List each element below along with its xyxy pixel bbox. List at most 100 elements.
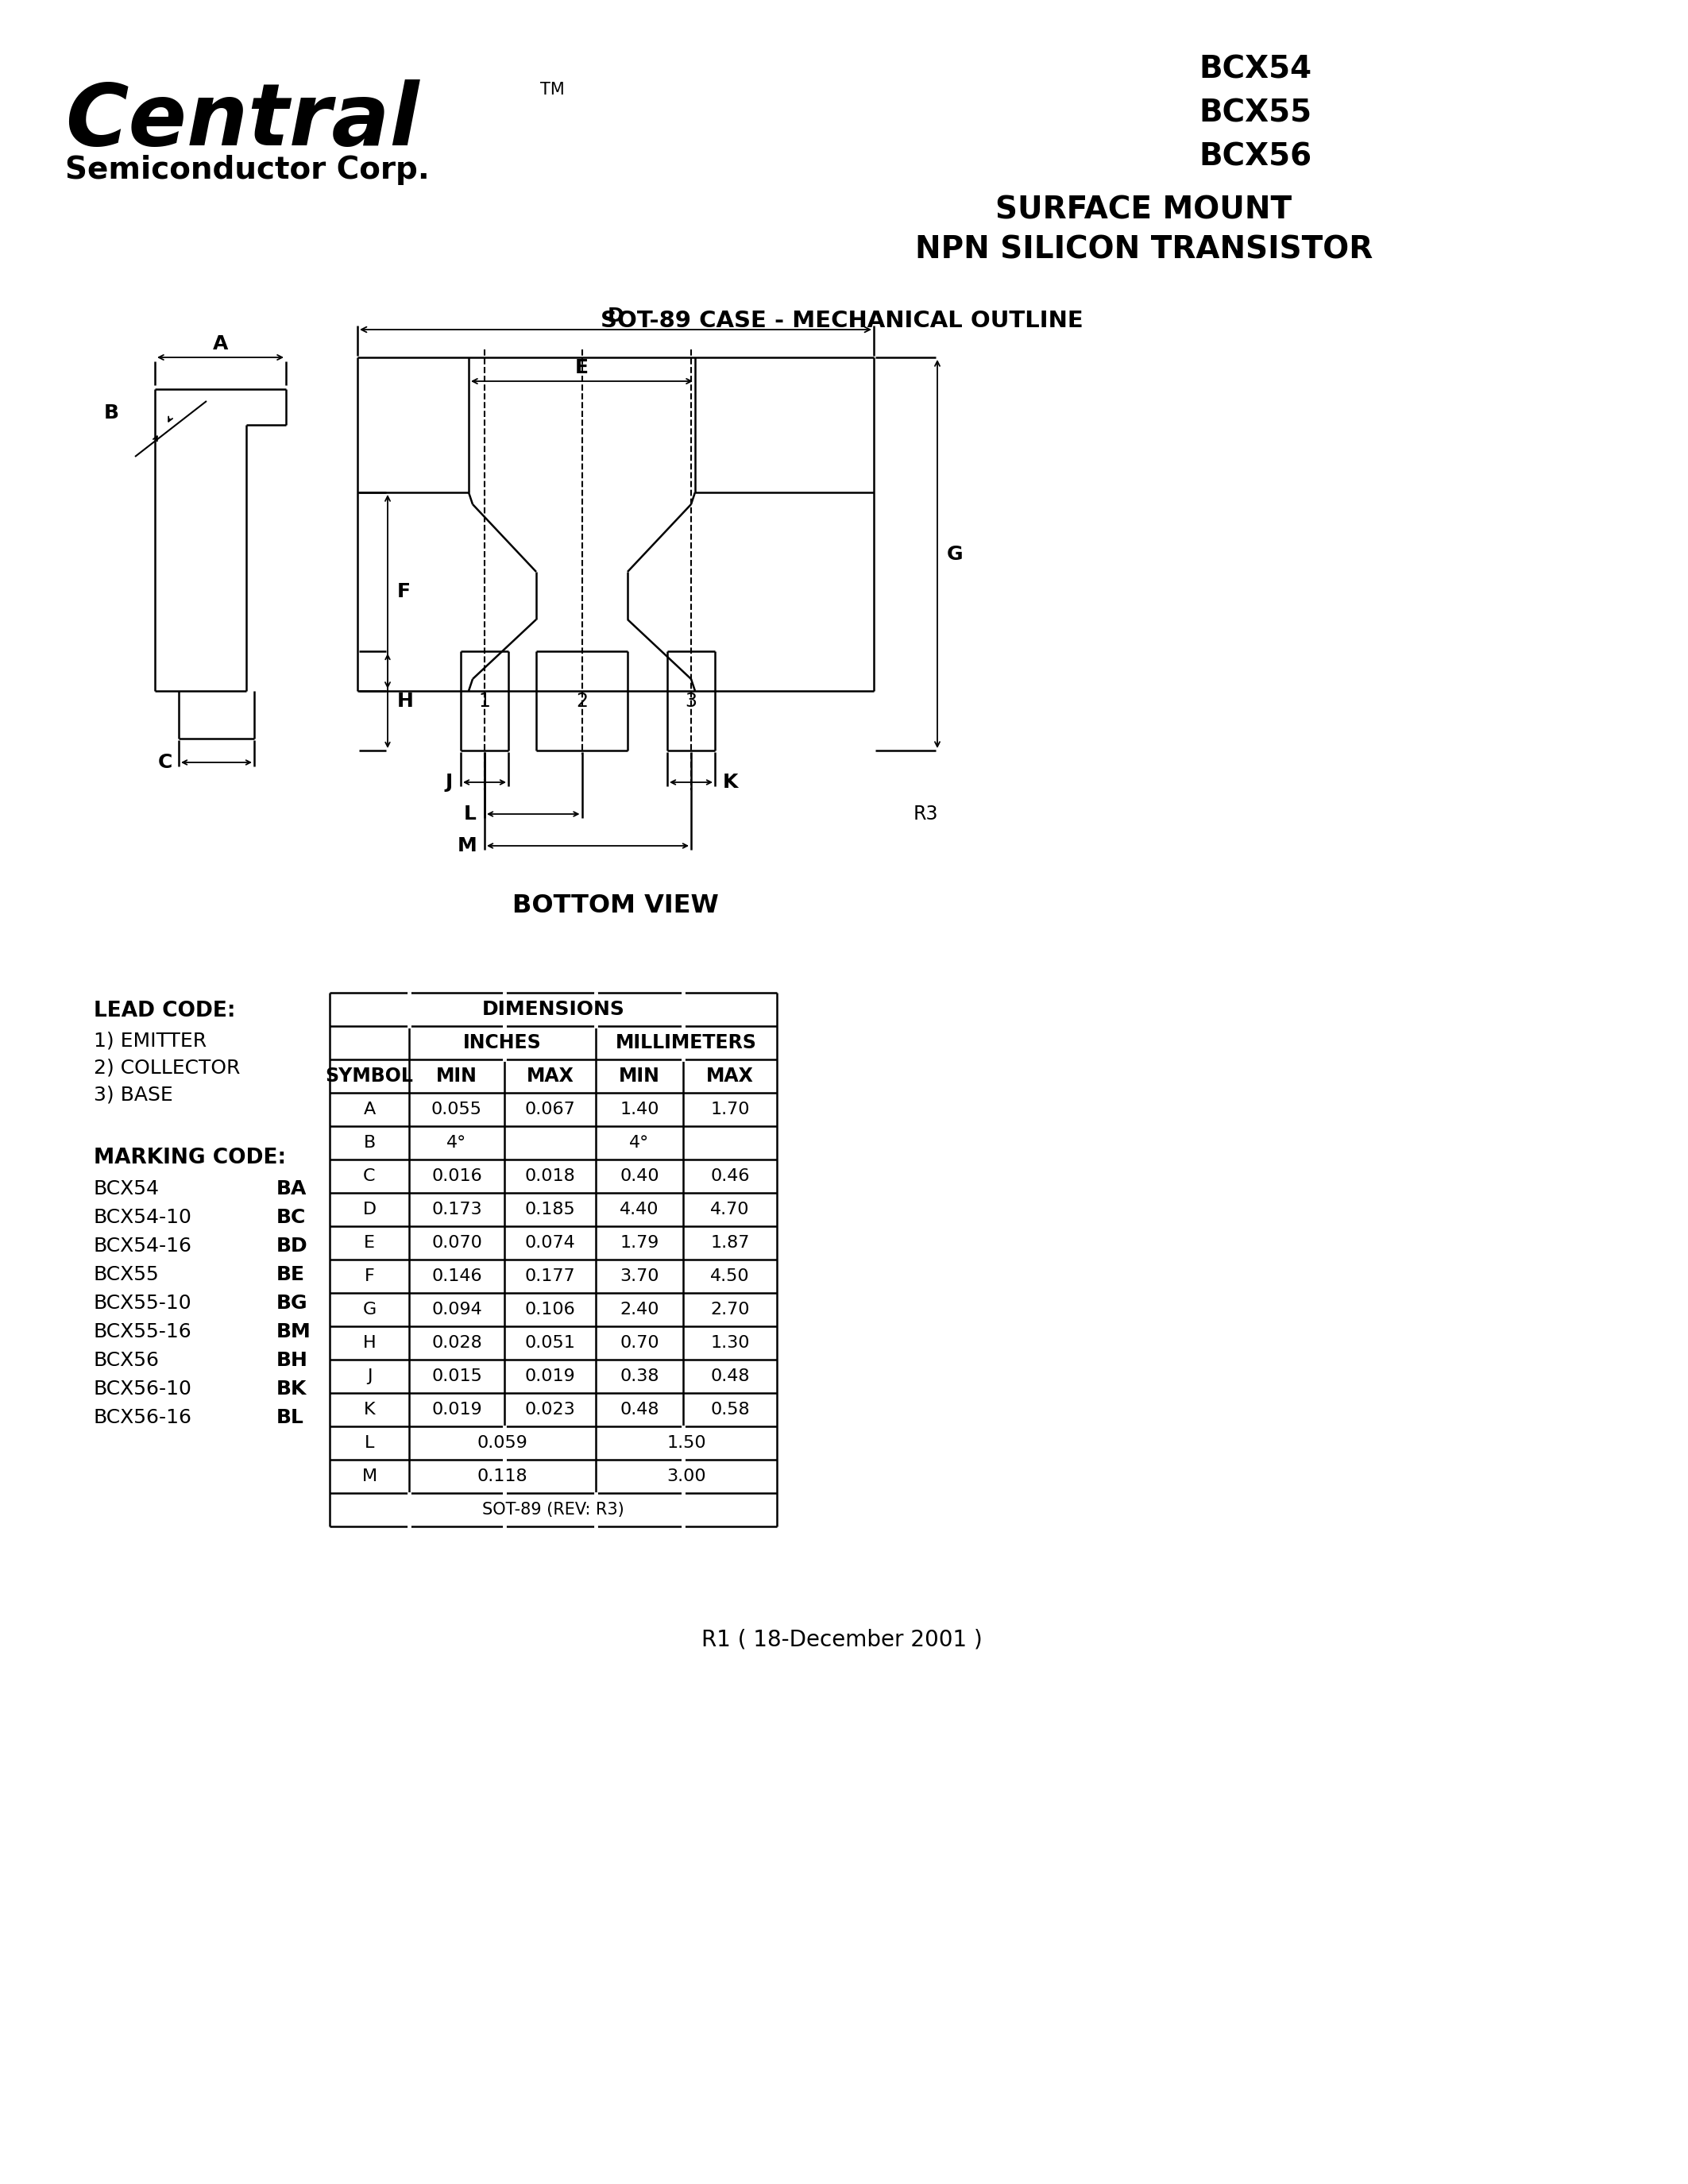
Text: D: D: [363, 1201, 376, 1216]
Text: F: F: [365, 1269, 375, 1284]
Text: 0.118: 0.118: [478, 1468, 528, 1485]
Text: BCX55: BCX55: [1198, 98, 1312, 129]
Text: 1.70: 1.70: [711, 1101, 749, 1118]
Text: BCX56: BCX56: [1198, 142, 1312, 173]
Text: BC: BC: [277, 1208, 306, 1227]
Text: 0.051: 0.051: [525, 1334, 576, 1352]
Text: H: H: [397, 692, 414, 710]
Text: BE: BE: [277, 1265, 306, 1284]
Text: 3) BASE: 3) BASE: [95, 1085, 172, 1103]
Text: BCX55-16: BCX55-16: [95, 1321, 192, 1341]
Text: LEAD CODE:: LEAD CODE:: [95, 1000, 236, 1022]
Text: INCHES: INCHES: [463, 1033, 542, 1053]
Text: MARKING CODE:: MARKING CODE:: [95, 1147, 285, 1168]
Text: 0.074: 0.074: [525, 1234, 576, 1251]
Text: 2.40: 2.40: [619, 1302, 658, 1317]
Text: M: M: [457, 836, 476, 856]
Text: 0.019: 0.019: [525, 1369, 576, 1385]
Text: MILLIMETERS: MILLIMETERS: [616, 1033, 756, 1053]
Text: E: E: [576, 358, 589, 378]
Text: 4°: 4°: [447, 1136, 468, 1151]
Text: 1.50: 1.50: [667, 1435, 706, 1450]
Text: MIN: MIN: [436, 1066, 478, 1085]
Text: 0.70: 0.70: [619, 1334, 658, 1352]
Text: 0.019: 0.019: [432, 1402, 483, 1417]
Text: 3: 3: [685, 692, 697, 710]
Text: BG: BG: [277, 1293, 307, 1313]
Text: M: M: [361, 1468, 376, 1485]
Text: 0.070: 0.070: [432, 1234, 483, 1251]
Text: R1 ( 18-December 2001 ): R1 ( 18-December 2001 ): [702, 1627, 982, 1651]
Text: BA: BA: [277, 1179, 307, 1199]
Text: 0.094: 0.094: [432, 1302, 483, 1317]
Text: 0.059: 0.059: [478, 1435, 528, 1450]
Text: L: L: [464, 804, 476, 823]
Text: 1: 1: [479, 692, 491, 710]
Text: 0.38: 0.38: [619, 1369, 658, 1385]
Text: BCX55: BCX55: [95, 1265, 159, 1284]
Text: A: A: [363, 1101, 375, 1118]
Text: DIMENSIONS: DIMENSIONS: [481, 1000, 625, 1020]
Text: BM: BM: [277, 1321, 311, 1341]
Text: 0.46: 0.46: [711, 1168, 749, 1184]
Text: MAX: MAX: [527, 1066, 574, 1085]
Text: 0.018: 0.018: [525, 1168, 576, 1184]
Text: D: D: [608, 306, 625, 325]
Text: SOT-89 CASE - MECHANICAL OUTLINE: SOT-89 CASE - MECHANICAL OUTLINE: [601, 310, 1084, 332]
Text: Central: Central: [66, 79, 419, 164]
Text: MIN: MIN: [619, 1066, 660, 1085]
Text: Semiconductor Corp.: Semiconductor Corp.: [66, 155, 429, 186]
Text: BK: BK: [277, 1380, 307, 1398]
Text: K: K: [363, 1402, 375, 1417]
Text: F: F: [397, 583, 410, 601]
Text: 2: 2: [576, 692, 587, 710]
Text: 3.70: 3.70: [619, 1269, 658, 1284]
Text: 0.48: 0.48: [619, 1402, 658, 1417]
Text: 4.50: 4.50: [711, 1269, 749, 1284]
Text: 2) COLLECTOR: 2) COLLECTOR: [95, 1057, 240, 1077]
Text: BCX55-10: BCX55-10: [95, 1293, 192, 1313]
Text: 0.173: 0.173: [432, 1201, 483, 1216]
Text: MAX: MAX: [706, 1066, 755, 1085]
Text: 0.067: 0.067: [525, 1101, 576, 1118]
Text: 1.87: 1.87: [711, 1234, 749, 1251]
Text: R3: R3: [913, 804, 939, 823]
Text: A: A: [213, 334, 228, 354]
Text: G: G: [947, 544, 964, 563]
Text: H: H: [363, 1334, 376, 1352]
Text: K: K: [722, 773, 738, 793]
Text: L: L: [365, 1435, 375, 1450]
Text: 1.79: 1.79: [619, 1234, 658, 1251]
Text: BCX54-16: BCX54-16: [95, 1236, 192, 1256]
Text: 0.58: 0.58: [711, 1402, 749, 1417]
Text: 0.106: 0.106: [525, 1302, 576, 1317]
Text: J: J: [366, 1369, 371, 1385]
Text: B: B: [105, 404, 120, 422]
Text: BH: BH: [277, 1352, 309, 1369]
Text: 0.146: 0.146: [432, 1269, 483, 1284]
Text: BL: BL: [277, 1409, 304, 1426]
Text: 0.015: 0.015: [432, 1369, 483, 1385]
Text: BCX56-16: BCX56-16: [95, 1409, 192, 1426]
Text: E: E: [365, 1234, 375, 1251]
Text: BCX54: BCX54: [95, 1179, 160, 1199]
Text: 3.00: 3.00: [667, 1468, 706, 1485]
Text: NPN SILICON TRANSISTOR: NPN SILICON TRANSISTOR: [915, 234, 1372, 264]
Text: 0.48: 0.48: [711, 1369, 749, 1385]
Text: 2.70: 2.70: [711, 1302, 749, 1317]
Text: 4.70: 4.70: [711, 1201, 749, 1216]
Text: TM: TM: [540, 81, 564, 98]
Text: BCX54-10: BCX54-10: [95, 1208, 192, 1227]
Text: G: G: [363, 1302, 376, 1317]
Text: 0.023: 0.023: [525, 1402, 576, 1417]
Text: 4.40: 4.40: [619, 1201, 658, 1216]
Text: 0.016: 0.016: [432, 1168, 483, 1184]
Text: 0.055: 0.055: [432, 1101, 483, 1118]
Text: 0.177: 0.177: [525, 1269, 576, 1284]
Text: C: C: [363, 1168, 375, 1184]
Text: 0.185: 0.185: [525, 1201, 576, 1216]
Text: 1.40: 1.40: [619, 1101, 658, 1118]
Text: 0.028: 0.028: [432, 1334, 483, 1352]
Text: B: B: [363, 1136, 375, 1151]
Text: 1) EMITTER: 1) EMITTER: [95, 1031, 206, 1051]
